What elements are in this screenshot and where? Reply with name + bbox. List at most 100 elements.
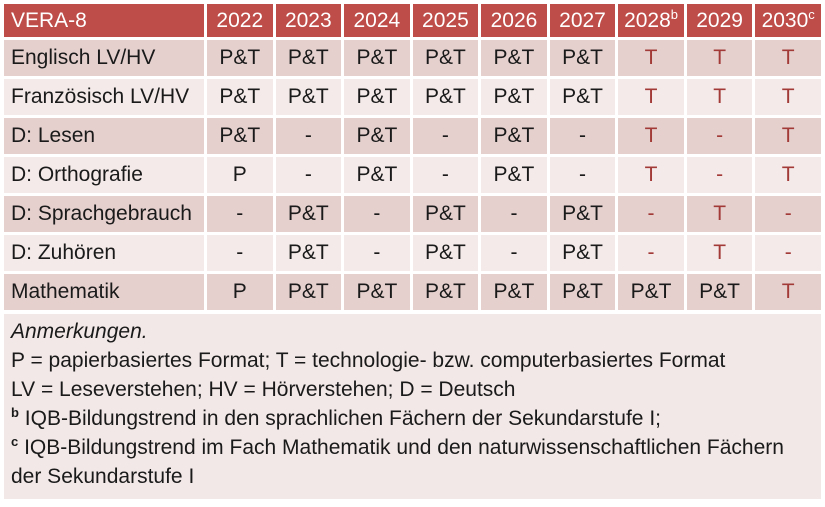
table-row: D: Lesen P&T - P&T - P&T - T - T <box>4 118 821 154</box>
format-cell: T <box>755 40 821 76</box>
note-line: b IQB-Bildungstrend in den sprachlichen … <box>11 405 661 430</box>
format-cell: T <box>686 235 753 271</box>
table-title-cell: VERA-8 <box>4 4 204 37</box>
notes-block: Anmerkungen. P = papierbasiertes Format; … <box>4 314 821 499</box>
format-cell: P&T <box>481 118 547 154</box>
format-cell: - <box>344 235 410 271</box>
header-row: VERA-8 2022 2023 2024 2025 2026 2027 2028b 2029… <box>4 4 821 37</box>
year-header-cell: 2027 <box>549 4 616 37</box>
format-cell: T <box>755 79 821 115</box>
format-cell: - <box>755 196 821 232</box>
format-cell: P&T <box>549 196 616 232</box>
format-cell: P&T <box>481 40 547 76</box>
format-cell: - <box>344 196 410 232</box>
format-cell: P <box>207 274 273 310</box>
format-cell: T <box>618 157 684 193</box>
year-header-cell: 2028b <box>618 4 684 37</box>
format-cell: T <box>755 274 821 310</box>
format-cell: T <box>755 118 821 154</box>
format-cell: P&T <box>412 79 479 115</box>
format-cell: - <box>686 118 753 154</box>
year-header-cell: 2026 <box>481 4 547 37</box>
year-header-cell: 2025 <box>412 4 479 37</box>
format-cell: P&T <box>412 196 479 232</box>
format-cell: P&T <box>481 157 547 193</box>
format-cell: P&T <box>275 274 342 310</box>
footnote-marker: b <box>670 6 679 22</box>
format-cell: P&T <box>207 79 273 115</box>
format-cell: P&T <box>549 274 616 310</box>
format-cell: P&T <box>275 40 342 76</box>
format-cell: T <box>618 118 684 154</box>
format-cell: - <box>412 157 479 193</box>
format-cell: - <box>549 118 616 154</box>
note-line: Anmerkungen. <box>11 320 148 343</box>
row-label-cell: D: Orthografie <box>4 157 204 193</box>
format-cell: - <box>412 118 479 154</box>
note-line: LV = Leseverstehen; HV = Hörverstehen; D… <box>11 378 516 401</box>
table-row: Mathematik P P&T P&T P&T P&T P&T P&T P&T T <box>4 274 821 310</box>
format-cell: P&T <box>481 79 547 115</box>
year-header-cell: 2023 <box>275 4 342 37</box>
format-cell: P&T <box>275 79 342 115</box>
format-cell: P&T <box>686 274 753 310</box>
format-cell: - <box>275 157 342 193</box>
format-cell: P&T <box>275 235 342 271</box>
format-cell: T <box>618 40 684 76</box>
format-cell: P&T <box>618 274 684 310</box>
table-row: D: Zuhören - P&T - P&T - P&T - T - <box>4 235 821 271</box>
format-cell: P&T <box>412 235 479 271</box>
format-cell: P&T <box>207 118 273 154</box>
format-cell: - <box>618 235 684 271</box>
format-cell: - <box>207 196 273 232</box>
format-cell: - <box>275 118 342 154</box>
format-cell: P&T <box>207 40 273 76</box>
footnote-marker: c <box>808 6 815 22</box>
format-cell: P <box>207 157 273 193</box>
format-cell: P&T <box>412 40 479 76</box>
format-cell: - <box>549 157 616 193</box>
year-header-cell: 2022 <box>207 4 273 37</box>
table-row: Französisch LV/HV P&T P&T P&T P&T P&T P&T T T T <box>4 79 821 115</box>
table-body: Englisch LV/HV P&T P&T P&T P&T P&T P&T T T T Franz… <box>4 40 821 310</box>
row-label-cell: D: Sprachgebrauch <box>4 196 204 232</box>
format-cell: T <box>686 40 753 76</box>
footnote-marker: b <box>11 405 19 420</box>
note-line: c IQB-Bildungstrend im Fach Mathematik u… <box>11 434 784 488</box>
format-cell: P&T <box>344 40 410 76</box>
format-cell: P&T <box>344 157 410 193</box>
format-cell: P&T <box>549 235 616 271</box>
format-cell: P&T <box>344 79 410 115</box>
year-header-cell: 2029 <box>686 4 753 37</box>
row-label-cell: Französisch LV/HV <box>4 79 204 115</box>
row-label-cell: D: Lesen <box>4 118 204 154</box>
note-line: P = papierbasiertes Format; T = technolo… <box>11 349 726 372</box>
format-cell: P&T <box>412 274 479 310</box>
format-cell: T <box>618 79 684 115</box>
format-cell: P&T <box>275 196 342 232</box>
year-header-cell: 2030c <box>755 4 821 37</box>
footnote-marker: c <box>11 434 19 449</box>
format-cell: - <box>481 196 547 232</box>
table-row: Englisch LV/HV P&T P&T P&T P&T P&T P&T T T T <box>4 40 821 76</box>
table-row: D: Orthografie P - P&T - P&T - T - T <box>4 157 821 193</box>
format-cell: P&T <box>344 274 410 310</box>
format-cell: T <box>686 79 753 115</box>
format-cell: P&T <box>549 79 616 115</box>
format-cell: - <box>207 235 273 271</box>
format-cell: T <box>686 196 753 232</box>
row-label-cell: Englisch LV/HV <box>4 40 204 76</box>
format-cell: - <box>686 157 753 193</box>
table-row: D: Sprachgebrauch - P&T - P&T - P&T - T - <box>4 196 821 232</box>
table-header: VERA-8 2022 2023 2024 2025 2026 2027 2028b 2029… <box>4 4 821 37</box>
vera8-table: VERA-8 2022 2023 2024 2025 2026 2027 2028b 2029… <box>1 1 824 313</box>
format-cell: T <box>755 157 821 193</box>
format-cell: P&T <box>344 118 410 154</box>
year-header-cell: 2024 <box>344 4 410 37</box>
format-cell: P&T <box>549 40 616 76</box>
format-cell: - <box>481 235 547 271</box>
format-cell: - <box>618 196 684 232</box>
row-label-cell: D: Zuhören <box>4 235 204 271</box>
format-cell: P&T <box>481 274 547 310</box>
